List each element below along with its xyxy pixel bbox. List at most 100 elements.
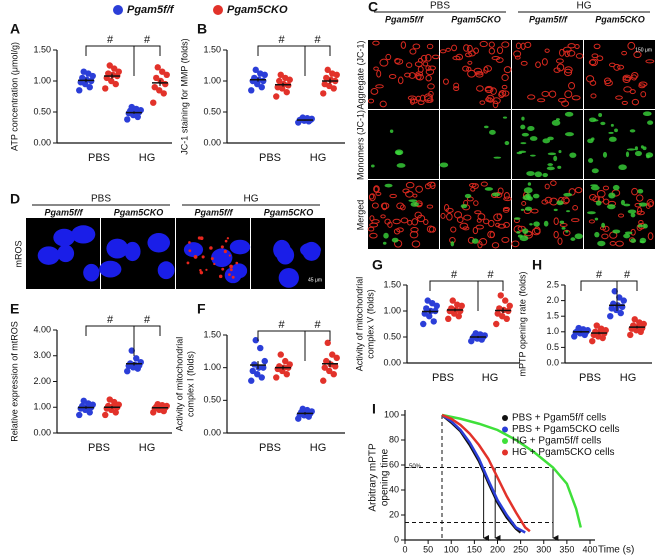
cell-signal	[384, 183, 393, 188]
ros-signal	[228, 254, 231, 257]
significance-label: #	[107, 314, 114, 326]
ros-signal	[229, 264, 233, 269]
cell-signal	[524, 206, 533, 211]
cell-signal	[497, 223, 507, 229]
cell-signal	[645, 152, 654, 158]
data-point	[252, 66, 259, 74]
cell-signal	[571, 218, 580, 223]
ros-signal	[223, 249, 227, 254]
panel-letter: H	[532, 257, 542, 273]
cell-signal	[572, 205, 579, 211]
cell-signal	[396, 227, 404, 233]
cell-signal	[530, 208, 539, 214]
cell-signal	[480, 181, 488, 187]
cell-signal	[636, 194, 644, 202]
row-label: Monomers (JC-1)	[355, 110, 365, 180]
data-point	[299, 114, 306, 121]
cell-signal	[426, 204, 434, 209]
significance-label: #	[451, 269, 458, 281]
x-tick-label: HG	[482, 372, 499, 384]
cell-signal	[633, 51, 642, 59]
cell-signal	[483, 65, 492, 72]
scale-bar-label: 45 μm	[308, 277, 322, 283]
cell-signal	[415, 185, 424, 193]
cell-signal	[566, 210, 571, 213]
cell-signal	[521, 132, 529, 137]
cell-signal	[555, 118, 560, 121]
y-tick-label: 4.00	[33, 324, 51, 334]
cell-signal	[631, 72, 639, 79]
y-tick-label: 1.0	[546, 326, 559, 336]
cell-signal	[400, 204, 406, 211]
cell-signal	[625, 151, 630, 158]
cell-signal	[527, 94, 536, 100]
data-point	[105, 402, 112, 410]
cell-signal	[502, 116, 508, 119]
cell-signal	[647, 232, 654, 241]
data-point	[321, 364, 328, 371]
cell-signal	[529, 223, 533, 226]
cell-signal	[574, 233, 583, 240]
cell-signal	[553, 155, 558, 162]
cell-signal	[501, 90, 510, 97]
cell-signal	[484, 187, 494, 191]
cell-signal	[520, 142, 527, 145]
y-tick-label: 1.5	[546, 311, 559, 321]
data-point	[160, 90, 167, 97]
x-tick-label: HG	[139, 152, 156, 164]
nucleus	[53, 228, 75, 247]
data-point	[333, 354, 340, 362]
data-point	[320, 90, 327, 97]
cell-signal	[473, 200, 479, 206]
cell-signal	[642, 111, 652, 117]
y-tick-label: 2.0	[546, 295, 559, 305]
data-point	[424, 297, 431, 304]
cell-signal	[430, 181, 436, 190]
cell-signal	[514, 55, 521, 60]
y-tick-label: 0.00	[383, 357, 401, 367]
ros-signal	[228, 273, 231, 277]
data-point	[282, 74, 289, 82]
group-label: PBS	[91, 194, 111, 205]
data-point	[589, 337, 596, 345]
cell-signal	[529, 154, 536, 157]
data-point	[255, 364, 262, 371]
cell-signal	[639, 237, 647, 244]
legend-label: Pgam5CKO	[227, 4, 288, 16]
data-point	[124, 116, 131, 123]
data-point	[276, 363, 283, 370]
x-tick-label: 200	[490, 544, 505, 554]
cell-signal	[450, 241, 455, 247]
cell-signal	[384, 218, 391, 225]
ros-signal	[199, 270, 204, 275]
cell-signal	[400, 217, 409, 224]
data-point	[257, 70, 264, 77]
nucleus	[124, 241, 141, 262]
legend-marker	[502, 449, 508, 456]
cell-signal	[617, 213, 625, 218]
cell-signal	[396, 163, 406, 168]
data-point	[627, 331, 634, 339]
y-axis-label: Activity of mitochondrial	[354, 277, 364, 372]
micrograph	[440, 110, 511, 179]
column-label: Pgam5f/f	[194, 207, 233, 217]
cell-signal	[516, 231, 521, 234]
ros-signal	[221, 267, 225, 271]
cell-signal	[547, 152, 557, 156]
cell-signal	[460, 204, 468, 209]
nucleus	[106, 238, 129, 259]
x-tick-label: HG	[139, 442, 156, 454]
y-tick-label: 1.50	[383, 279, 401, 289]
x-tick-label: HG	[310, 152, 327, 164]
data-point	[257, 344, 264, 352]
cell-signal	[593, 43, 601, 50]
cell-signal	[503, 66, 512, 74]
cell-signal	[409, 48, 417, 55]
data-point	[106, 396, 113, 403]
cell-signal	[547, 163, 554, 167]
cell-signal	[408, 72, 416, 79]
cell-signal	[587, 138, 594, 144]
cell-signal	[371, 202, 379, 209]
significance-bracket	[133, 45, 161, 56]
cell-signal	[446, 212, 453, 221]
